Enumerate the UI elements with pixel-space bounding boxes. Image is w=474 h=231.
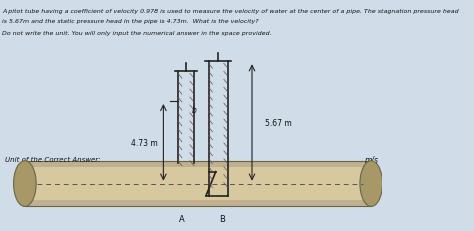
- Text: Do not write the unit. You will only input the numerical answer in the space pro: Do not write the unit. You will only inp…: [2, 30, 272, 35]
- Text: m/s: m/s: [365, 155, 378, 164]
- Text: b: b: [191, 105, 196, 114]
- Text: A: A: [179, 214, 185, 223]
- Text: 4.73 m: 4.73 m: [131, 138, 157, 147]
- Text: 5.67 m: 5.67 m: [265, 119, 292, 128]
- Ellipse shape: [14, 161, 36, 207]
- Polygon shape: [25, 167, 371, 201]
- Polygon shape: [25, 161, 371, 207]
- Text: A pitot tube having a coefficient of velocity 0.978 is used to measure the veloc: A pitot tube having a coefficient of vel…: [2, 9, 459, 14]
- Text: B: B: [219, 214, 225, 223]
- Text: is 5.67m and the static pressure head in the pipe is 4.73m.  What is the velocit: is 5.67m and the static pressure head in…: [2, 18, 259, 24]
- Ellipse shape: [360, 161, 383, 207]
- Text: Unit of the Correct Answer:: Unit of the Correct Answer:: [5, 156, 100, 162]
